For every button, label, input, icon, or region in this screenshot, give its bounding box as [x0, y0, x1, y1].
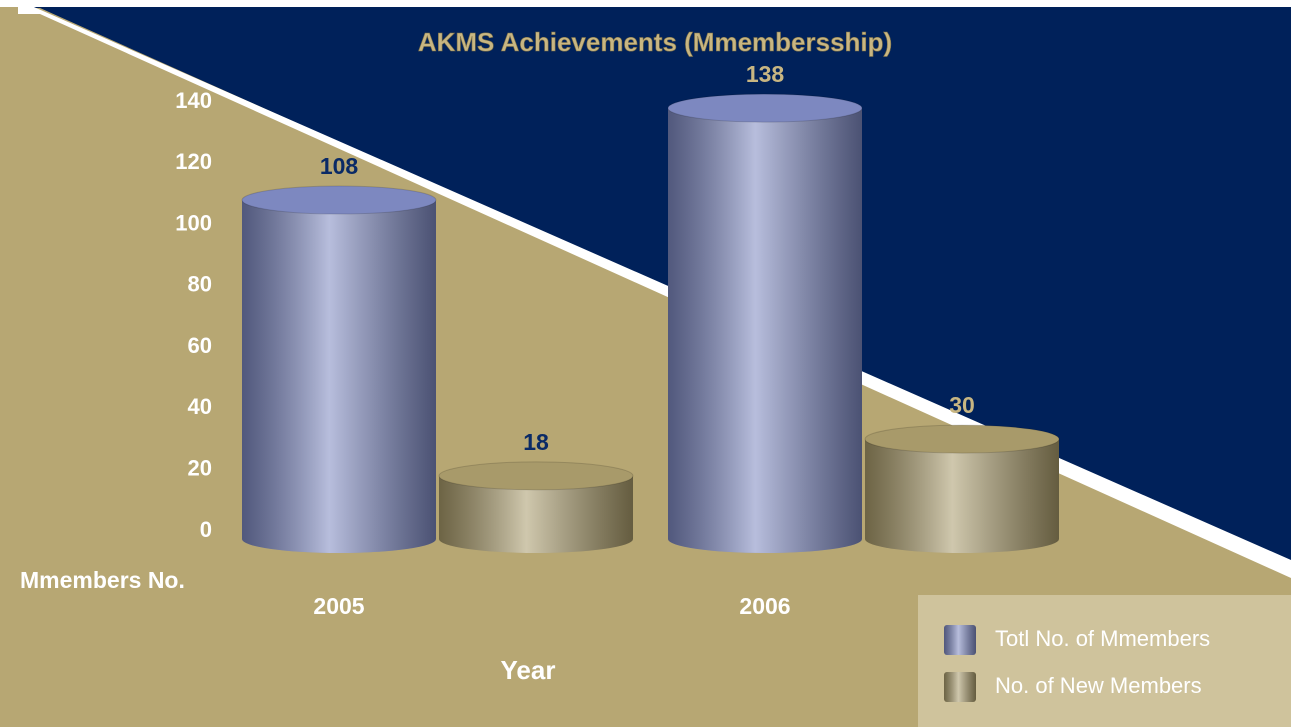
legend-swatch-shade	[944, 625, 976, 655]
value-label: 138	[746, 61, 785, 87]
value-label: 30	[949, 392, 975, 418]
navy-panel	[0, 0, 1291, 568]
chart-title: AKMS Achievements (Mmembersship)	[418, 27, 892, 57]
x-tick-label: 2006	[739, 593, 790, 619]
y-tick-label: 60	[188, 333, 212, 358]
y-axis-label: Mmembers No.	[20, 567, 185, 593]
bar-top	[438, 461, 634, 491]
bar-shade	[865, 439, 1059, 539]
y-tick-label: 140	[175, 88, 212, 113]
y-tick-label: 120	[175, 149, 212, 174]
value-label: 18	[523, 429, 549, 455]
bar-shade	[668, 108, 862, 539]
legend-label: No. of New Members	[995, 673, 1202, 698]
left-edge	[0, 0, 18, 727]
bar-top	[667, 93, 863, 123]
legend-box	[918, 595, 1291, 727]
legend-swatch-shade	[944, 672, 976, 702]
y-tick-label: 20	[188, 456, 212, 481]
y-tick-label: 40	[188, 394, 212, 419]
y-tick-label: 80	[188, 272, 212, 297]
value-label: 108	[320, 153, 359, 179]
x-axis-label: Year	[501, 655, 556, 685]
bar-shade	[242, 200, 436, 540]
x-tick-label: 2005	[313, 593, 364, 619]
y-tick-label: 0	[200, 517, 212, 542]
legend-label: Totl No. of Mmembers	[995, 626, 1210, 651]
top-edge	[0, 0, 1291, 7]
y-tick-label: 100	[175, 210, 212, 235]
bar-top	[241, 185, 437, 215]
bar-top	[864, 424, 1060, 454]
